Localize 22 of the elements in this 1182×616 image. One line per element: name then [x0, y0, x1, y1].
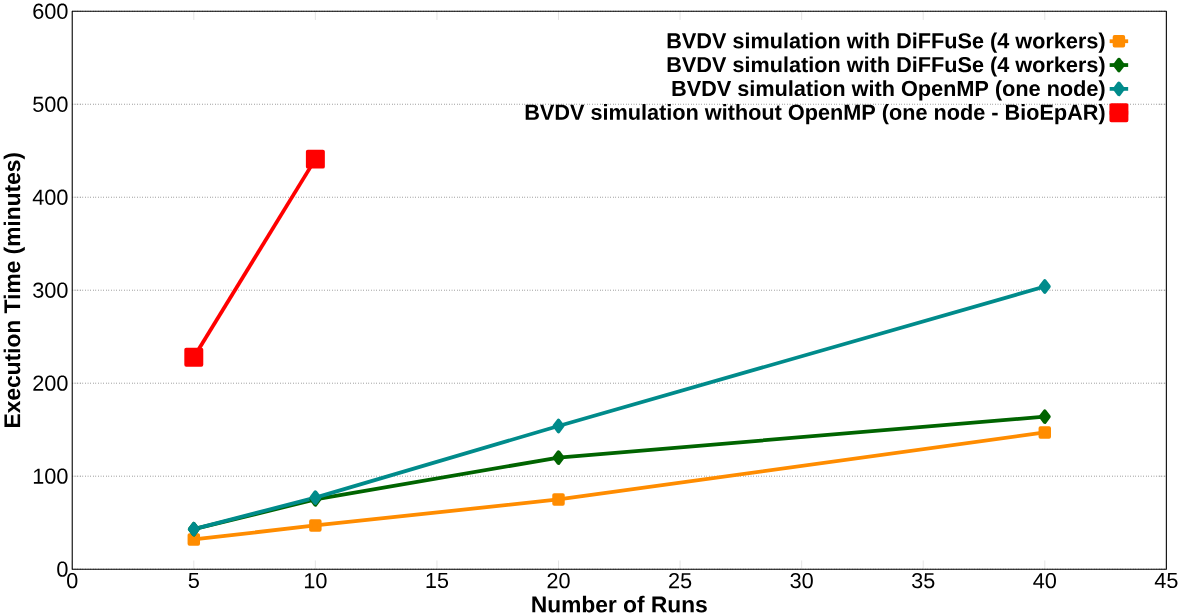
y-tick-label: 0 — [57, 561, 68, 577]
y-tick-label: 600 — [33, 3, 68, 19]
x-tick-label: 5 — [188, 572, 199, 589]
legend-label: BVDV simulation with DiFFuSe (4 workers) — [667, 32, 1105, 53]
y-tick-label: 500 — [33, 96, 68, 112]
x-tick-label: 45 — [1154, 572, 1178, 589]
y-tick-label: 400 — [32, 189, 68, 205]
x-axis-title: Number of Runs — [532, 595, 707, 613]
y-axis-title: Execution Time (minutes) — [3, 153, 25, 427]
x-tick-label: 40 — [1033, 572, 1056, 589]
x-tick-label: 10 — [304, 572, 327, 589]
x-tick-label: 25 — [669, 572, 692, 589]
y-tick-label: 300 — [33, 282, 68, 298]
legend-label: BVDV simulation with DiFFuSe (4 workers) — [667, 56, 1105, 77]
x-tick-label: 35 — [912, 572, 935, 589]
legend-label: BVDV simulation without OpenMP (one node - BioEpAR) — [525, 103, 1105, 125]
x-tick-label: 20 — [547, 572, 570, 589]
x-tick-label: 30 — [790, 572, 813, 589]
y-tick-label: 200 — [33, 375, 68, 391]
legend-label: BVDV simulation with OpenMP (one node) — [672, 80, 1105, 101]
x-tick-label: 15 — [426, 572, 449, 589]
y-tick-label: 100 — [33, 468, 68, 484]
